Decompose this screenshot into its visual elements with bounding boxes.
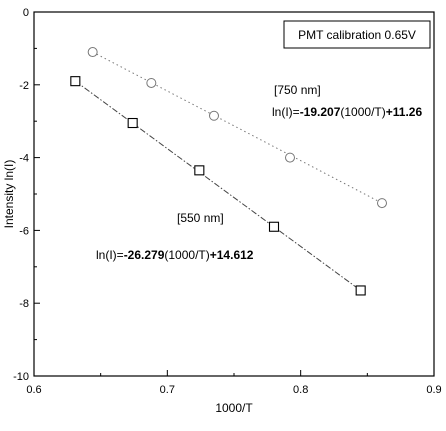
calibration-box: PMT calibration 0.65V: [283, 20, 431, 49]
series-550-eq-prefix: ln(I)=: [96, 248, 124, 262]
data-point-550-nm: [194, 165, 205, 176]
data-point-750-nm: [209, 110, 219, 121]
series-750-eq-slope: -19.207: [300, 105, 341, 119]
y-tick-label: -10: [13, 371, 29, 383]
data-point-550-nm: [70, 76, 81, 87]
y-tick-label: 0: [23, 7, 29, 19]
y-axis-title: Intensity ln(I): [2, 160, 16, 229]
series-550-eq-mid: (1000/T): [164, 248, 209, 262]
series-750-eq-prefix: ln(I)=: [272, 105, 300, 119]
series-750-label: [750 nm]: [274, 83, 321, 97]
series-750-equation: ln(I)=-19.207(1000/T)+11.26: [272, 105, 422, 119]
y-tick-label: -8: [19, 298, 29, 310]
data-point-750-nm: [87, 47, 98, 58]
data-point-550-nm: [355, 285, 366, 296]
data-point-550-nm: [127, 117, 138, 129]
y-ticks: 0 -2 -4 -6 -8 -10: [13, 7, 40, 383]
fit-line-550-nm: [75, 80, 361, 291]
y-tick-label: -6: [19, 225, 29, 237]
series-550-label: [550 nm]: [177, 211, 224, 225]
x-ticks: 0.6 0.7 0.8 0.9: [26, 370, 442, 396]
series-750-eq-intercept: +11.26: [386, 105, 423, 119]
x-axis-title: 1000/T: [215, 401, 253, 415]
series-550-eq-intercept: +14.612: [210, 248, 254, 262]
data-point-550-nm: [268, 221, 280, 232]
x-tick-label: 0.7: [160, 384, 175, 396]
calibration-box-frame: [283, 20, 431, 49]
y-tick-label: -2: [19, 80, 29, 92]
fit-line-750-nm: [92, 51, 383, 204]
data-point-750-nm: [285, 152, 295, 163]
series-750-eq-mid: (1000/T): [340, 105, 385, 119]
fit-lines: [75, 51, 383, 291]
calibration-box-text: PMT calibration 0.65V: [298, 28, 416, 42]
markers: [70, 47, 387, 296]
series-550-equation: ln(I)=-26.279(1000/T)+14.612: [96, 248, 254, 262]
plot-frame: [33, 11, 435, 377]
y-tick-label: -4: [19, 153, 29, 165]
data-point-750-nm: [146, 77, 157, 88]
series-550-eq-slope: -26.279: [124, 248, 165, 262]
x-tick-label: 0.8: [293, 384, 308, 396]
data-point-750-nm: [377, 198, 387, 209]
x-tick-label: 0.9: [426, 384, 441, 396]
x-tick-label: 0.6: [26, 384, 41, 396]
